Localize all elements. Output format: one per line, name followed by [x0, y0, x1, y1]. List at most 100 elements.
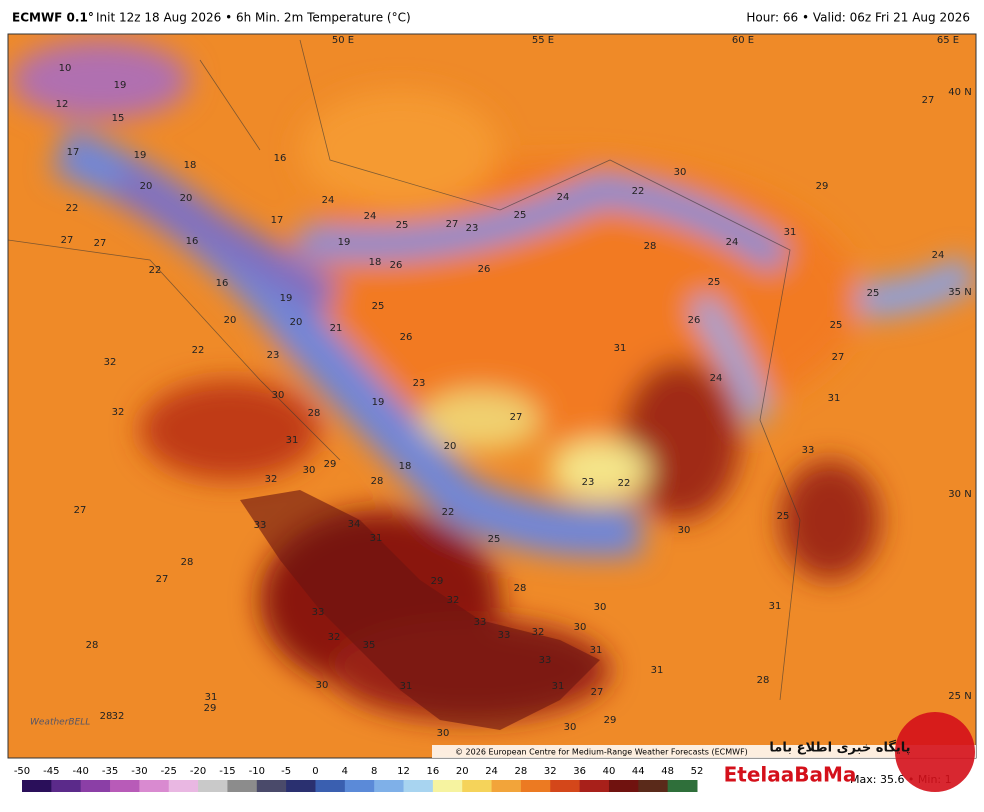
colorbar-tick: 20 [456, 766, 469, 777]
temperature-label: 28 [86, 640, 99, 651]
temperature-label: 27 [591, 687, 604, 698]
temperature-label: 26 [478, 264, 491, 275]
temperature-label: 33 [254, 520, 267, 531]
temperature-label: 16 [274, 153, 287, 164]
temperature-label: 31 [614, 343, 627, 354]
site-name-fa: پایگاه خبری اطلاع باما [769, 740, 910, 756]
temperature-label: 25 [867, 288, 880, 299]
colorbar-segment [110, 780, 140, 792]
temperature-label: 26 [390, 260, 403, 271]
temperature-label: 33 [312, 607, 325, 618]
temperature-label: 26 [400, 332, 413, 343]
temperature-label: 23 [267, 350, 280, 361]
colorbar-tick: 24 [485, 766, 498, 777]
colorbar-segment [579, 780, 610, 792]
colorbar-segment [344, 780, 375, 792]
temperature-label: 20 [224, 315, 237, 326]
colorbar-tick: -15 [219, 766, 235, 777]
grid-label: 40 N [948, 87, 971, 98]
temperature-label: 31 [590, 645, 603, 656]
temperature-label: 30 [574, 622, 587, 633]
colorbar-tick: 32 [544, 766, 557, 777]
temperature-label: 16 [186, 236, 199, 247]
temperature-label: 19 [134, 150, 147, 161]
temperature-label: 24 [364, 211, 377, 222]
grid-label: 25 N [948, 691, 971, 702]
temperature-label: 18 [369, 257, 382, 268]
colorbar-segment [520, 780, 551, 792]
temperature-label: 28 [100, 711, 113, 722]
temperature-label: 35 [363, 640, 376, 651]
temperature-label: 23 [582, 477, 595, 488]
colorbar-tick: -20 [190, 766, 206, 777]
temperature-label: 22 [618, 478, 631, 489]
temperature-label: 33 [498, 630, 511, 641]
colorbar-segment [432, 780, 463, 792]
colorbar-tick: -45 [43, 766, 59, 777]
colorbar-segment [462, 780, 493, 792]
temperature-label: 28 [371, 476, 384, 487]
temperature-label: 20 [180, 193, 193, 204]
temperature-label: 29 [324, 459, 337, 470]
temperature-label: 32 [104, 357, 117, 368]
temperature-label: 25 [396, 220, 409, 231]
temperature-label: 22 [192, 345, 205, 356]
colorbar-tick: -5 [281, 766, 291, 777]
temperature-label: 31 [205, 692, 218, 703]
colorbar-segment [22, 780, 52, 792]
temperature-label: 33 [539, 655, 552, 666]
temperature-label: 21 [330, 323, 343, 334]
temperature-label: 29 [604, 715, 617, 726]
temperature-label: 20 [290, 317, 303, 328]
colorbar-tick: 16 [427, 766, 440, 777]
site-name: EtelaaBaMa [724, 763, 857, 787]
colorbar-segment [139, 780, 170, 792]
temperature-label: 15 [112, 113, 125, 124]
temperature-label: 25 [777, 511, 790, 522]
temperature-label: 25 [830, 320, 843, 331]
provider: WeatherBELL [30, 718, 90, 728]
colorbar-tick: 8 [371, 766, 377, 777]
temperature-label: 30 [272, 390, 285, 401]
colorbar-segment [51, 780, 82, 792]
temperature-label: 28 [757, 675, 770, 686]
colorbar-tick: -25 [161, 766, 177, 777]
temperature-label: 17 [67, 147, 80, 158]
colorbar-tick: 52 [691, 766, 704, 777]
temperature-label: 32 [265, 474, 278, 485]
temperature-label: 12 [56, 99, 69, 110]
temperature-label: 27 [94, 238, 107, 249]
temperature-label: 28 [644, 241, 657, 252]
temperature-label: 24 [322, 195, 335, 206]
temperature-label: 22 [149, 265, 162, 276]
run-info: Init 12z 18 Aug 2026 • 6h Min. 2m Temper… [96, 11, 411, 25]
temperature-label: 30 [303, 465, 316, 476]
temperature-label: 30 [594, 602, 607, 613]
colorbar-tick: 0 [312, 766, 318, 777]
temperature-label: 29 [816, 181, 829, 192]
colorbar-segment [608, 780, 639, 792]
temperature-label: 22 [442, 507, 455, 518]
colorbar-tick: 44 [632, 766, 645, 777]
temperature-label: 31 [370, 533, 383, 544]
colorbar-segment [227, 780, 258, 792]
temperature-label: 16 [216, 278, 229, 289]
temperature-label: 19 [372, 397, 385, 408]
temperature-label: 27 [446, 219, 459, 230]
temperature-label: 27 [74, 505, 87, 516]
temperature-label: 24 [726, 237, 739, 248]
grid-label: 55 E [532, 35, 554, 46]
colorbar-segment [638, 780, 669, 792]
temperature-label: 23 [466, 223, 479, 234]
temperature-label: 25 [708, 277, 721, 288]
temperature-label: 30 [437, 728, 450, 739]
colorbar-segment [403, 780, 434, 792]
colorbar-tick: -40 [73, 766, 89, 777]
colorbar-segment [256, 780, 287, 792]
temperature-label: 17 [271, 215, 284, 226]
temperature-label: 32 [112, 711, 125, 722]
credit-bg [432, 745, 976, 758]
grid-label: 30 N [948, 489, 971, 500]
temperature-label: 30 [564, 722, 577, 733]
